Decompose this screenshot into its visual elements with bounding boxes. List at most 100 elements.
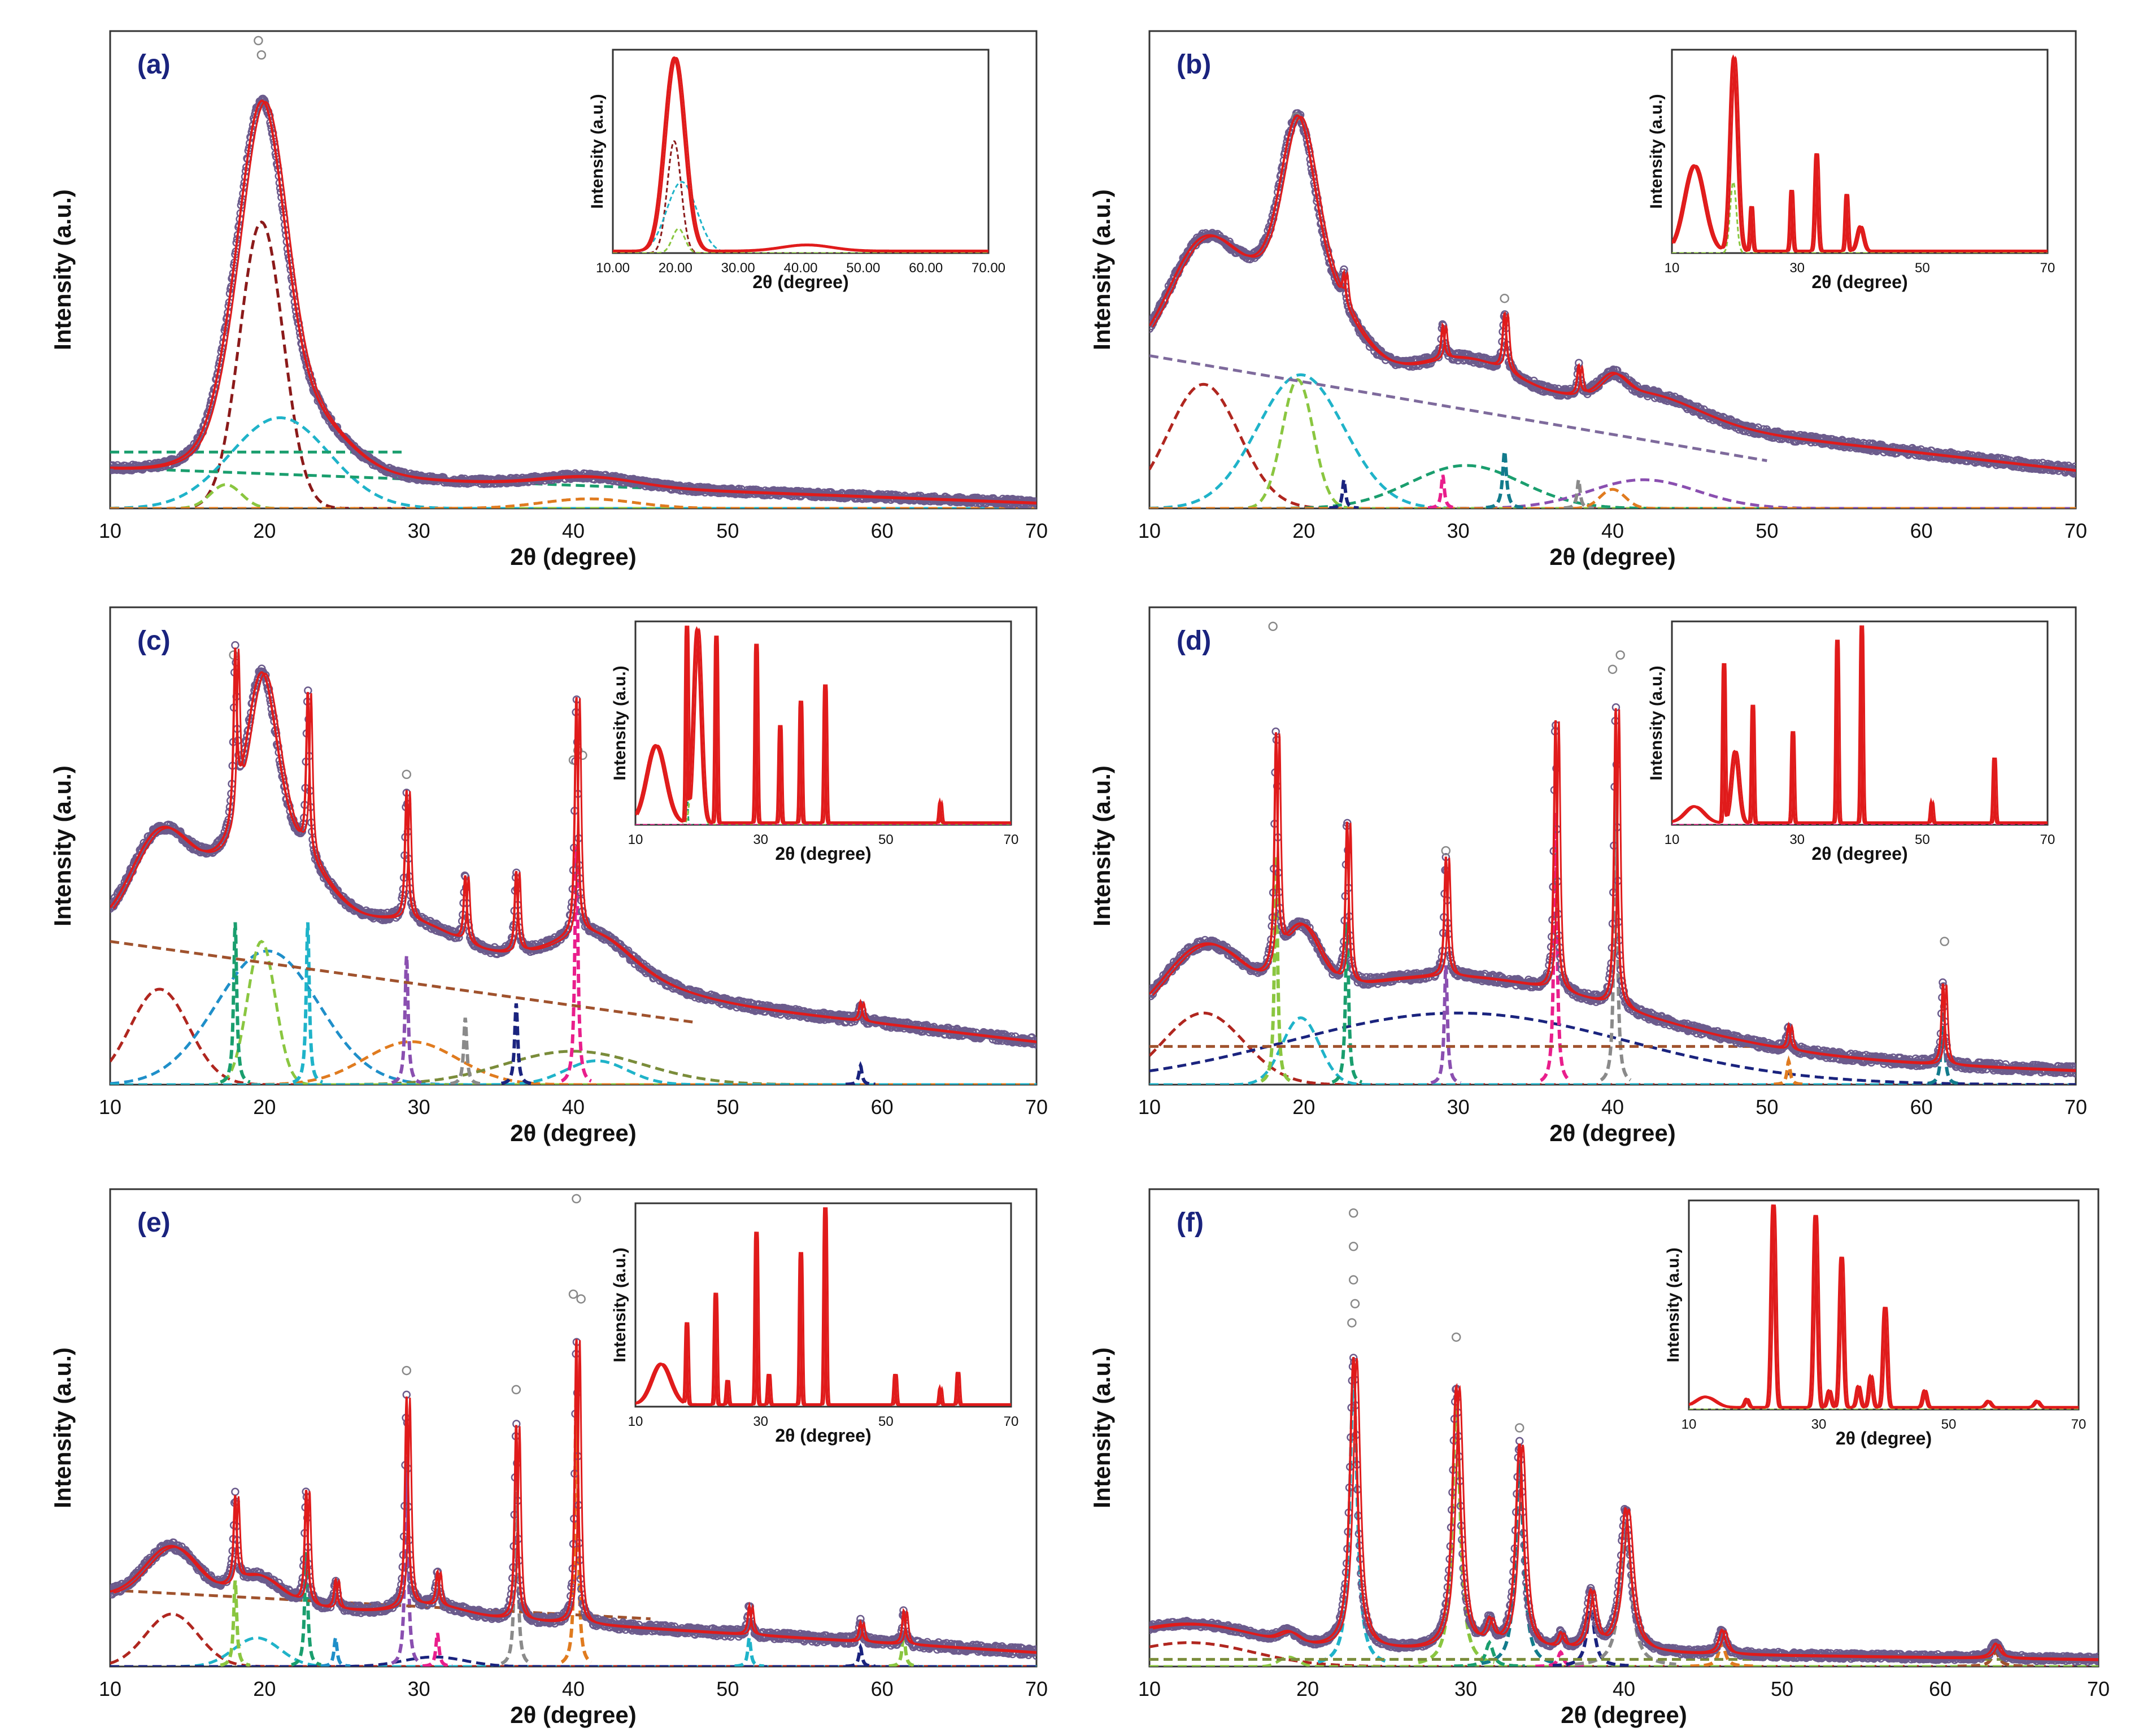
x-tick-label: 50 (1756, 519, 1778, 542)
x-tick-label: 30 (1447, 519, 1470, 542)
inset-x-tick-label: 10 (628, 832, 643, 847)
inset-y-axis-label: Intensity (a.u.) (1647, 94, 1666, 208)
component-sharp-peak (220, 922, 251, 1084)
inset-x-axis-label: 2θ (degree) (1811, 272, 1907, 292)
inset-y-axis-label: Intensity (a.u.) (611, 665, 629, 780)
inset-x-tick-label: 30 (1789, 260, 1805, 276)
inset-component (613, 140, 988, 253)
x-tick-label: 10 (99, 1095, 121, 1119)
x-tick-label: 60 (1910, 1095, 1933, 1119)
x-tick-label: 70 (1025, 1095, 1048, 1119)
x-tick-label: 70 (1025, 519, 1048, 542)
y-axis-label: Intensity (a.u.) (49, 189, 76, 350)
inset-x-tick-label: 50 (1915, 260, 1930, 276)
plot-area (1149, 109, 2076, 508)
inset-x-axis-label: 2θ (degree) (775, 843, 871, 864)
x-tick-label: 70 (2064, 1095, 2087, 1119)
x-tick-label: 30 (408, 519, 430, 542)
component-sharp-peak (1329, 473, 1359, 508)
component-peak (110, 1050, 1036, 1085)
inset-x-tick-label: 50 (878, 832, 894, 847)
x-tick-label: 40 (562, 1095, 585, 1119)
outlier-point (402, 769, 412, 779)
inset-x-tick-label: 40.00 (783, 260, 817, 276)
x-tick-label: 30 (408, 1095, 430, 1119)
panel-label: (a) (137, 50, 171, 80)
component-sharp-peak (845, 1061, 875, 1085)
inset-x-tick-label: 60.00 (909, 260, 943, 276)
inset-y-axis-label: Intensity (a.u.) (588, 94, 607, 208)
x-tick-label: 20 (253, 1095, 276, 1119)
component-peak (1149, 488, 2076, 508)
x-tick-label: 10 (99, 519, 121, 542)
component-sharp-peak (500, 1003, 532, 1085)
x-tick-label: 50 (716, 519, 739, 542)
inset-fit-envelope (615, 56, 988, 252)
inset-plot-area (613, 56, 988, 253)
panel-label: (c) (137, 626, 171, 656)
component-sharp-peak (1430, 965, 1462, 1085)
component-peak (1149, 373, 2076, 508)
x-tick-label: 20 (253, 519, 276, 542)
panel-label: (b) (1177, 50, 1211, 80)
x-tick-label: 50 (716, 1095, 739, 1119)
inset-x-tick-label: 20.00 (659, 260, 692, 276)
data-point (231, 641, 239, 650)
inset-c: 10 30 50 70 2θ (degree) Intensity (a.u.) (611, 620, 1019, 864)
y-axis-label: Intensity (a.u.) (1088, 765, 1115, 926)
outlier-point (578, 750, 587, 760)
x-tick-label: 20 (1292, 519, 1315, 542)
x-tick-label: 60 (1910, 519, 1933, 542)
panel-b: (b) 10 20 30 40 50 60 70 2θ (degree) Intensity (a… (1088, 30, 2087, 570)
component-sharp-peak (1486, 451, 1523, 508)
component-sharp-peak (1563, 479, 1594, 508)
x-tick-label: 40 (1601, 1095, 1624, 1119)
x-axis-label: 2θ (degree) (1549, 543, 1675, 570)
plot-area (110, 36, 1036, 508)
panel-label: (d) (1177, 626, 1211, 656)
x-tick-label: 60 (871, 519, 894, 542)
inset-x-tick-label: 70 (1004, 832, 1019, 847)
x-axis-label: 2θ (degree) (1549, 1120, 1675, 1146)
x-tick-label: 50 (1756, 1095, 1778, 1119)
x-tick-label: 10 (1138, 519, 1161, 542)
inset-component (613, 228, 988, 253)
outlier-point (254, 36, 263, 46)
x-tick-label: 40 (562, 519, 585, 542)
component-peak (110, 416, 1036, 508)
panel-c: (c) 10 20 30 40 50 60 70 2θ (degree) Intensity (a… (49, 606, 1048, 1146)
component-sharp-peak (1427, 475, 1458, 508)
inset-x-tick-label: 70.00 (972, 260, 1005, 276)
inset-x-tick-label: 30 (753, 832, 768, 847)
outlier-point (256, 50, 267, 60)
x-tick-label: 10 (1138, 1095, 1161, 1119)
x-tick-label: 70 (2064, 519, 2087, 542)
inset-a: 10.00 20.00 30.00 40.00 50.00 60.00 70.00 2θ (d… (588, 49, 1005, 292)
background-component (1149, 354, 1767, 462)
inset-b: 10 30 50 70 2θ (degree) Intensity (a.u.) (1647, 49, 2055, 292)
panel-a: (a) 10 20 30 40 50 60 70 2θ (degree) Intensity (a… (49, 30, 1048, 570)
inset-x-tick-label: 10 (1665, 260, 1680, 276)
fit-curve-envelope (113, 101, 1036, 505)
x-tick-label: 40 (1601, 519, 1624, 542)
inset-frame (612, 49, 990, 254)
component-peak (1149, 478, 2076, 508)
component-peak (1149, 464, 2076, 508)
inset-x-tick-label: 10.00 (596, 260, 630, 276)
panel-d: (d) 10 20 30 40 50 60 70 2θ (degree) Intensity (a… (1088, 606, 2087, 1146)
x-tick-label: 30 (1447, 1095, 1470, 1119)
x-axis-label: 2θ (degree) (510, 1120, 636, 1146)
x-tick-label: 60 (871, 1095, 894, 1119)
component-peak (110, 220, 1036, 508)
component-sharp-peak (391, 955, 422, 1085)
inset-x-axis-label: 2θ (degree) (752, 272, 848, 292)
inset-x-tick-label: 50.00 (846, 260, 880, 276)
y-axis-label: Intensity (a.u.) (1088, 189, 1115, 350)
outlier-point (1500, 293, 1509, 303)
inset-x-tick-label: 30.00 (721, 260, 755, 276)
x-axis-label: 2θ (degree) (510, 543, 636, 570)
x-tick-label: 20 (1292, 1095, 1315, 1119)
y-axis-label: Intensity (a.u.) (49, 765, 76, 926)
inset-x-tick-label: 70 (2040, 260, 2055, 276)
